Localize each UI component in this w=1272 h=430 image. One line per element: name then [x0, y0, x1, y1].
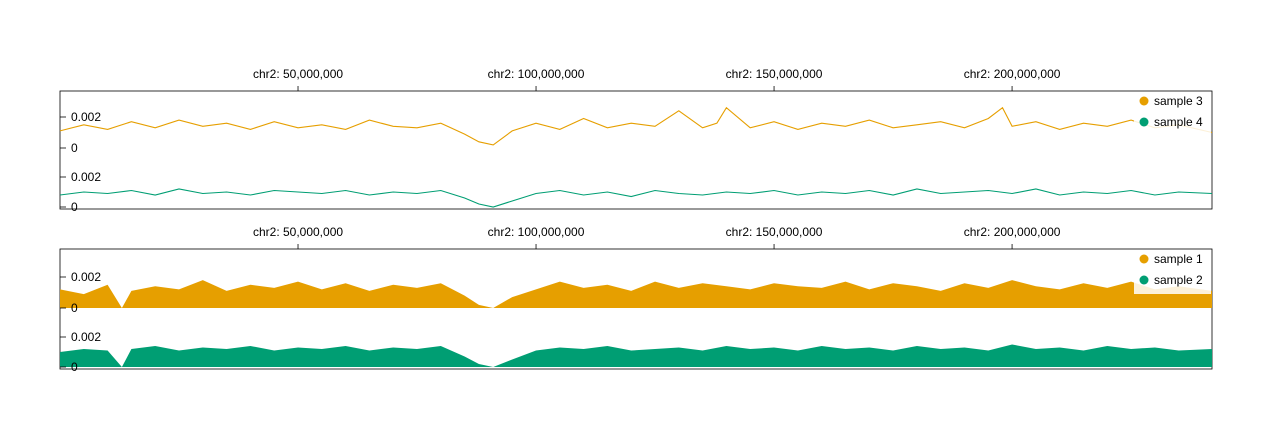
legend: sample 1 sample 2	[1134, 250, 1211, 294]
plot-frame	[59, 90, 1213, 210]
legend-label: sample 1	[1154, 252, 1203, 266]
legend-label: sample 4	[1154, 115, 1203, 129]
legend-label: sample 3	[1154, 94, 1203, 108]
series-area-sample-1	[60, 280, 1212, 308]
x-tick-label: chr2: 200,000,000	[964, 225, 1061, 239]
chart-panel-2: chr2: 50,000,000 chr2: 100,000,000 chr2: 1…	[59, 225, 1213, 374]
plot-frame	[59, 248, 1213, 370]
legend: sample 3 sample 4	[1134, 92, 1211, 136]
x-tick-label: chr2: 150,000,000	[726, 67, 823, 81]
y-tick-label: 0	[71, 141, 78, 155]
y-tick-label: 0	[71, 360, 78, 374]
x-tick-label: chr2: 200,000,000	[964, 67, 1061, 81]
y-tick-label: 0.002	[71, 110, 101, 124]
y-tick-label: 0.002	[71, 330, 101, 344]
x-tick-label: chr2: 100,000,000	[488, 67, 585, 81]
series-line-sample-3	[59, 106, 1213, 146]
legend-marker	[1139, 275, 1149, 285]
series-area-sample-2	[60, 344, 1212, 367]
legend-marker	[1139, 254, 1149, 264]
y-tick-label: 0.002	[71, 270, 101, 284]
x-tick-label: chr2: 150,000,000	[726, 225, 823, 239]
x-tick-label: chr2: 50,000,000	[253, 225, 343, 239]
x-tick-label: chr2: 50,000,000	[253, 67, 343, 81]
legend-marker	[1139, 117, 1149, 127]
y-tick-label: 0	[71, 200, 78, 214]
x-tick-label: chr2: 100,000,000	[488, 225, 585, 239]
chart-panel-1: chr2: 50,000,000 chr2: 100,000,000 chr2: 1…	[59, 67, 1213, 214]
y-tick-label: 0	[71, 301, 78, 315]
series-line-sample-4	[59, 188, 1213, 208]
legend-label: sample 2	[1154, 273, 1203, 287]
y-tick-label: 0.002	[71, 170, 101, 184]
legend-marker	[1139, 96, 1149, 106]
